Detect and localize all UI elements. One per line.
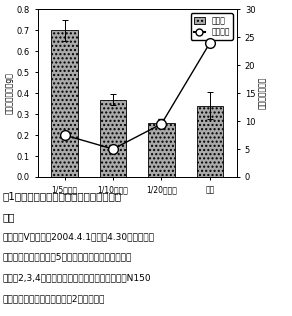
Y-axis label: 変動係数（％）: 変動係数（％） <box>258 77 267 109</box>
Legend: 生体重, 変動係数: 生体重, 変動係数 <box>190 13 233 40</box>
Bar <box>100 100 126 177</box>
Text: を用いた頭上かん水育苗（図2とも同じ）: を用いた頭上かん水育苗（図2とも同じ） <box>3 294 105 303</box>
Text: す（図2,3,4とも同じ）。なお、「慣行」は与作N150: す（図2,3,4とも同じ）。なお、「慣行」は与作N150 <box>3 273 152 282</box>
Text: 誤差範囲は危険率　5％（両側検定）信頼区間を示: 誤差範囲は危険率 5％（両側検定）信頼区間を示 <box>3 253 132 262</box>
Y-axis label: 地上部生体重（g）: 地上部生体重（g） <box>5 72 14 114</box>
Bar <box>51 30 78 177</box>
Bar <box>148 123 175 177</box>
Text: （品種：Vレタス、2004.4.1播種、4.30育苗終了）: （品種：Vレタス、2004.4.1播種、4.30育苗終了） <box>3 232 155 241</box>
Text: 揃い: 揃い <box>3 212 15 222</box>
Text: 図1　育苗開始時培養液濃度と苗の生育・: 図1 育苗開始時培養液濃度と苗の生育・ <box>3 191 122 201</box>
Bar <box>197 106 223 177</box>
